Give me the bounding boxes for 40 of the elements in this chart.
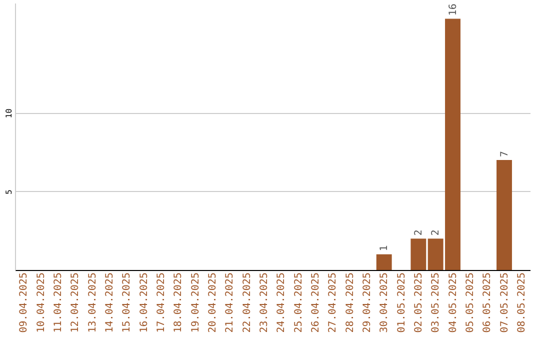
x-tick-label: 08.05.2025: [516, 272, 528, 333]
x-tick-label: 10.04.2025: [36, 272, 47, 333]
bar: [376, 254, 392, 270]
x-tick-label: 01.05.2025: [396, 272, 408, 333]
x-tick-label: 11.04.2025: [52, 272, 64, 333]
x-tick-label: 30.04.2025: [379, 272, 390, 333]
y-tick-label: 10: [4, 108, 14, 118]
x-tick-label: 13.04.2025: [87, 272, 98, 333]
data-label: 2: [413, 230, 424, 236]
x-tick-label: 18.04.2025: [173, 272, 184, 333]
x-tick-label: 06.05.2025: [482, 272, 494, 333]
x-tick-label: 07.05.2025: [499, 272, 510, 333]
bar: [410, 238, 426, 270]
x-tick-label: 28.04.2025: [344, 272, 356, 333]
x-tick-label: 15.04.2025: [122, 272, 133, 333]
y-tick-label: 5: [4, 189, 14, 194]
x-tick-label: 14.04.2025: [104, 272, 116, 333]
x-tick-label: 09.04.2025: [18, 272, 30, 333]
x-tick-label: 02.05.2025: [413, 272, 424, 333]
x-tick-label: 05.05.2025: [464, 272, 476, 333]
data-label: 1: [379, 245, 390, 252]
x-tick-label: 17.04.2025: [156, 272, 167, 333]
x-tick-label: 29.04.2025: [362, 272, 373, 333]
data-label: 2: [430, 230, 442, 236]
x-tick-label: 23.04.2025: [258, 272, 270, 333]
x-tick-label: 04.05.2025: [448, 272, 459, 333]
x-tick-label: 25.04.2025: [293, 272, 304, 333]
x-tick-label: 12.04.2025: [70, 272, 82, 333]
x-tick-label: 21.04.2025: [224, 272, 236, 333]
x-tick-label: 27.04.2025: [328, 272, 339, 333]
x-tick-label: 22.04.2025: [242, 272, 253, 333]
x-tick-label: 03.05.2025: [430, 272, 442, 333]
data-label: 16: [448, 4, 459, 16]
x-tick-label: 19.04.2025: [190, 272, 202, 333]
x-tick-label: 16.04.2025: [138, 272, 150, 333]
x-tick-label: 24.04.2025: [276, 272, 288, 333]
bar: [496, 160, 512, 270]
data-label: 7: [499, 151, 510, 158]
x-tick-label: 26.04.2025: [310, 272, 322, 333]
x-tick-label: 20.04.2025: [207, 272, 218, 333]
